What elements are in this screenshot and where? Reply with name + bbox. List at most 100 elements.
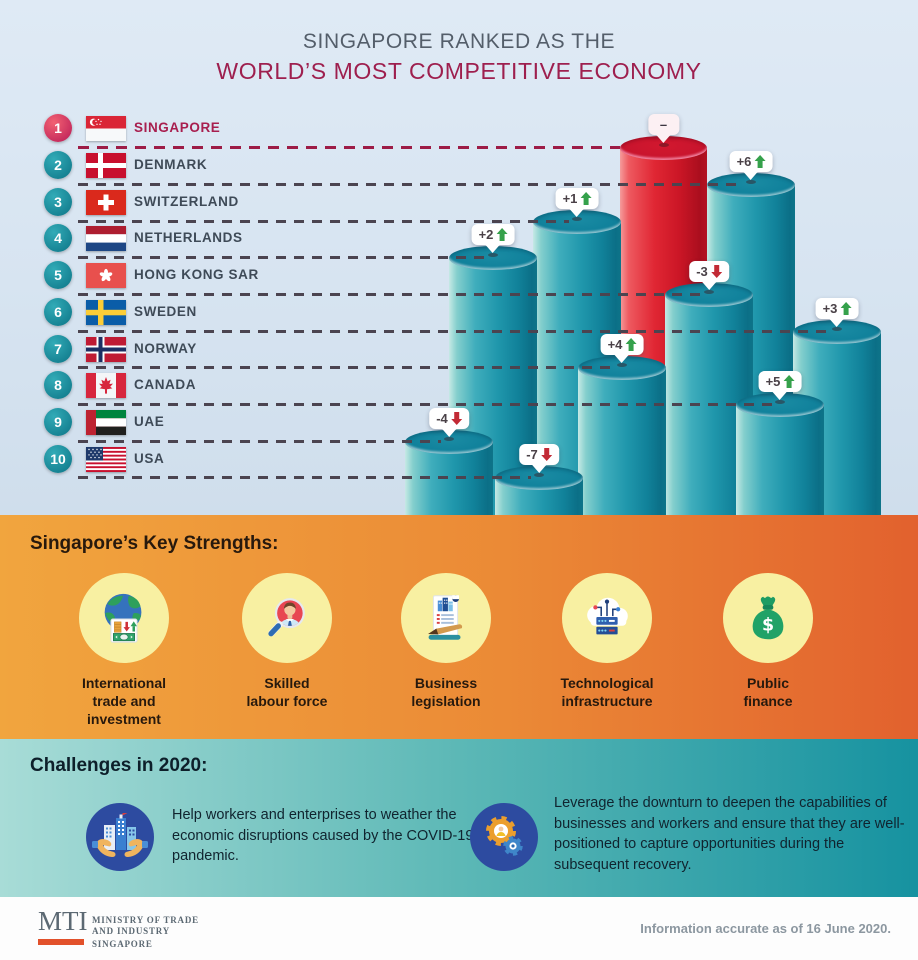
rank-leader-line: [78, 256, 485, 259]
up-arrow-icon: [754, 155, 766, 168]
change-value: +5: [765, 374, 781, 389]
canada-flag-icon: [86, 373, 126, 398]
country-label: CANADA: [134, 377, 197, 392]
mti-logo-line1: MINISTRY OF TRADE: [92, 915, 199, 925]
up-arrow-icon: [840, 302, 852, 315]
change-value: –: [659, 117, 668, 132]
sweden-flag-icon: [86, 300, 126, 325]
magnifier-person-icon-circle: [242, 573, 332, 663]
rank-number-badge: 2: [44, 151, 72, 179]
norway-flag-icon: [86, 337, 126, 362]
change-badge: -4: [429, 408, 469, 429]
badge-pin: [832, 327, 842, 331]
magnifier-person-icon: [268, 598, 305, 637]
country-label: DENMARK: [134, 157, 208, 172]
change-value: -3: [696, 264, 708, 279]
cylinder-norway: [578, 368, 666, 515]
up-arrow-icon: [496, 228, 508, 241]
rank-number-badge: 4: [44, 224, 72, 252]
globe-trade-icon: [104, 593, 142, 643]
change-value: +4: [607, 337, 623, 352]
badge-pin: [488, 253, 498, 257]
uae-flag-icon: [86, 410, 126, 435]
strength-label: Business legislation: [411, 675, 481, 710]
strength-item: Technological infrastructure: [522, 573, 692, 710]
strength-label: Technological infrastructure: [560, 675, 654, 710]
badge-pin: [658, 143, 669, 147]
rank-number-badge: 3: [44, 188, 72, 216]
cloud-servers-icon: [587, 597, 628, 635]
change-badges: – +6 +1 +2 -3 +3 +4 +5 -4 -7: [0, 0, 918, 515]
strength-item: International trade and investment: [39, 573, 209, 729]
change-badge: -3: [689, 261, 729, 282]
rank-leader-line: [78, 476, 531, 479]
badge-pin: [746, 180, 756, 184]
ranking-list: 1 SINGAPORE 2 DENMARK 3 SWITZERLAND 4 NETHERLAN…: [44, 114, 259, 473]
country-label: USA: [134, 451, 165, 466]
title-line-1: SINGAPORE RANKED AS THE: [302, 30, 616, 53]
challenge-text: Leverage the downturn to deepen the capa…: [554, 795, 905, 873]
rank-leader-line: [78, 293, 701, 296]
strength-item: $ Public finance: [683, 573, 853, 710]
rank-leader-line: [78, 220, 569, 223]
rank-number-badge: 10: [44, 445, 72, 473]
change-value: +1: [562, 191, 578, 206]
cloud-servers-icon-circle: [562, 573, 652, 663]
rank-number-badge: 1: [44, 114, 72, 142]
document-pen-icon: [428, 595, 463, 640]
country-label: SWEDEN: [134, 304, 197, 319]
strengths-heading: Singapore’s Key Strengths:: [30, 533, 279, 554]
down-arrow-icon: [710, 265, 722, 278]
denmark-flag-icon: [86, 153, 126, 178]
rank-number-badge: 8: [44, 371, 72, 399]
change-badge: –: [647, 114, 680, 135]
badge-pin: [444, 437, 454, 441]
rank-leader-line: [78, 440, 441, 443]
rank-leader-line: [78, 366, 614, 369]
badge-pin: [572, 217, 582, 221]
change-badge: -7: [519, 444, 559, 465]
svg-text:$: $: [762, 616, 774, 636]
gears-icon: [470, 803, 538, 871]
rank-leader-line: [78, 146, 620, 149]
change-badge: +5: [758, 371, 802, 392]
switzerland-flag-icon: [86, 190, 126, 215]
rank-leader-line: [78, 330, 829, 333]
country-label: NORWAY: [134, 341, 197, 356]
gears-icon: [468, 801, 540, 873]
globe-trade-icon-circle: [79, 573, 169, 663]
change-value: -7: [526, 447, 538, 462]
singapore-flag-icon: [86, 116, 126, 141]
key-strengths-section: Singapore’s Key Strengths: International…: [0, 515, 918, 739]
mti-logo-bar: [38, 939, 84, 945]
rank-number-badge: 5: [44, 261, 72, 289]
badge-pin: [775, 400, 785, 404]
strength-item: Business legislation: [361, 573, 531, 710]
mti-logo-line2: AND INDUSTRY: [92, 926, 171, 936]
footer-note: Information accurate as of 16 June 2020.: [640, 921, 891, 936]
country-label: HONG KONG SAR: [134, 267, 259, 282]
strength-item: Skilled labour force: [202, 573, 372, 710]
money-bag-icon-circle: $: [723, 573, 813, 663]
usa-flag-icon: [86, 447, 126, 472]
up-arrow-icon: [625, 338, 637, 351]
up-arrow-icon: [783, 375, 795, 388]
down-arrow-icon: [450, 412, 462, 425]
change-value: +3: [822, 301, 838, 316]
rank-leader-line: [78, 403, 772, 406]
change-badge: +2: [471, 224, 515, 245]
netherlands-flag-icon: [86, 226, 126, 251]
footer: MTI MINISTRY OF TRADE AND INDUSTRY SINGA…: [0, 897, 918, 960]
change-badge: +3: [815, 298, 859, 319]
mti-logo-line3: SINGAPORE: [92, 939, 153, 949]
rank-number-badge: 6: [44, 298, 72, 326]
change-value: +2: [478, 227, 494, 242]
leader-lines: [78, 146, 829, 479]
badge-pin: [704, 290, 714, 294]
change-badge: +1: [555, 188, 599, 209]
mti-logo: MTI: [38, 906, 88, 936]
change-value: -4: [436, 411, 448, 426]
strength-label: International trade and investment: [81, 675, 166, 728]
hong-kong-flag-icon: [86, 263, 126, 288]
badge-pin: [534, 473, 544, 477]
